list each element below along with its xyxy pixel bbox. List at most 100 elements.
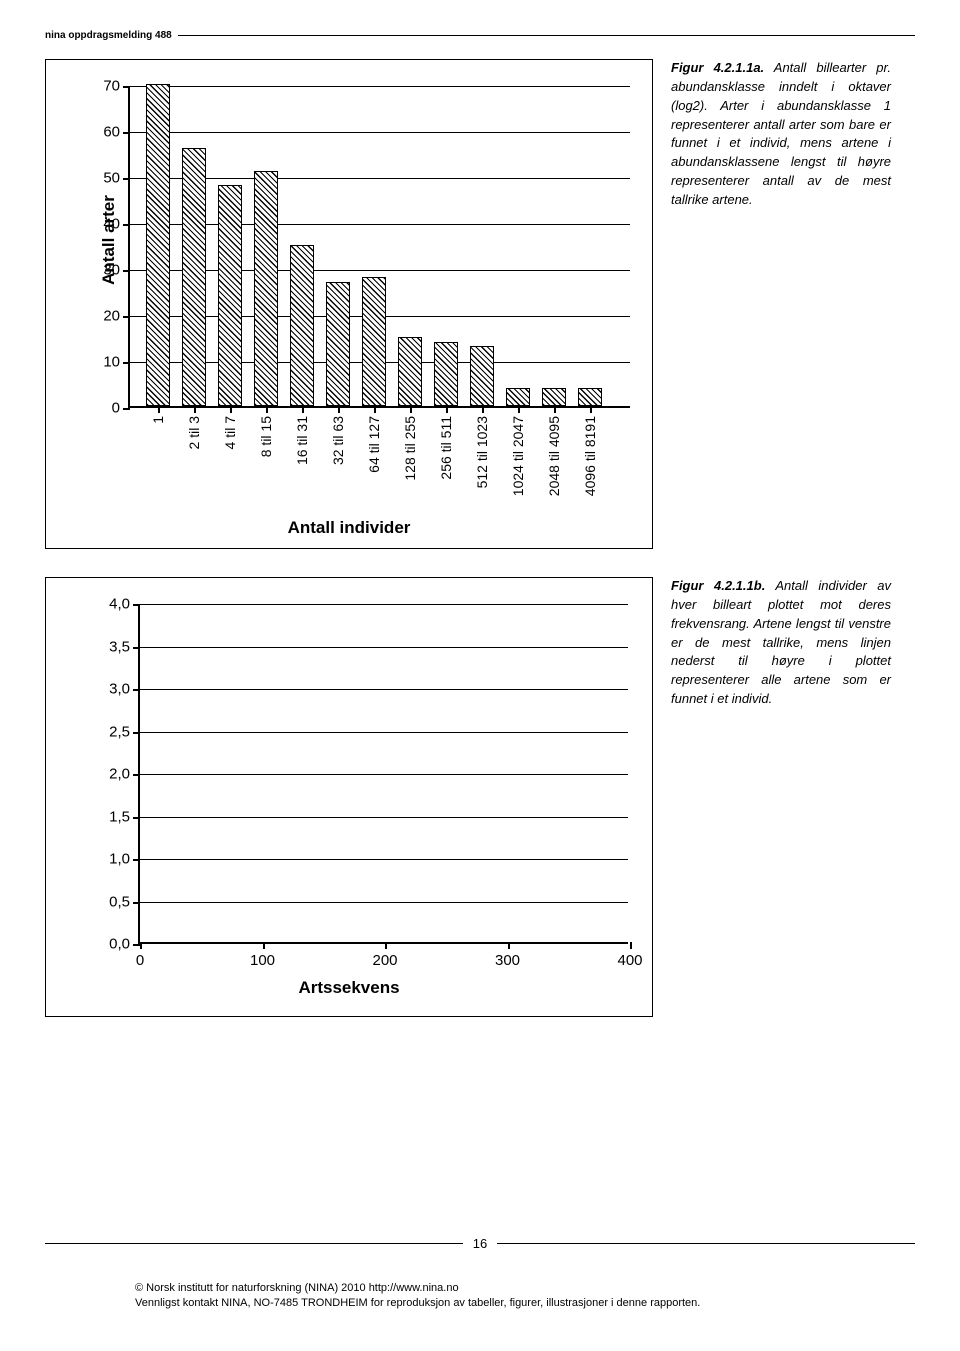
- grid-line: [130, 132, 630, 133]
- x-tick: [482, 406, 484, 413]
- x-tick-label: 64 til 127: [366, 416, 382, 473]
- figure-b-row: Antall individer (log 10) 0,00,51,01,52,…: [45, 577, 915, 1017]
- y-tick: [123, 362, 130, 364]
- grid-line: [140, 859, 628, 860]
- y-tick: [133, 902, 140, 904]
- y-tick: [123, 224, 130, 226]
- figure-b-chart: Antall individer (log 10) 0,00,51,01,52,…: [45, 577, 653, 1017]
- y-tick: [133, 604, 140, 606]
- figure-a-caption: Figur 4.2.1.1a. Antall billearter pr. ab…: [671, 59, 891, 210]
- x-tick: [508, 942, 510, 949]
- footer-line-1: © Norsk institutt for naturforskning (NI…: [135, 1281, 915, 1296]
- x-tick-label: 2 til 3: [186, 416, 202, 449]
- y-tick: [133, 817, 140, 819]
- x-tick: [446, 406, 448, 413]
- y-tick-label: 60: [103, 124, 120, 141]
- y-tick: [123, 408, 130, 410]
- fig-b-xaxis-title: Artssekvens: [46, 978, 652, 998]
- y-tick-label: 40: [103, 216, 120, 233]
- grid-line: [140, 647, 628, 648]
- footer-line-2: Vennligst kontakt NINA, NO-7485 TRONDHEI…: [135, 1296, 915, 1311]
- x-tick-label: 16 til 31: [294, 416, 310, 465]
- bar: [146, 84, 170, 406]
- y-tick: [123, 86, 130, 88]
- x-tick-label: 8 til 15: [258, 416, 274, 457]
- y-tick: [133, 859, 140, 861]
- grid-line: [140, 604, 628, 605]
- footer-text: © Norsk institutt for naturforskning (NI…: [135, 1281, 915, 1312]
- x-tick-label: 200: [372, 952, 397, 969]
- y-tick-label: 70: [103, 78, 120, 95]
- y-tick: [133, 944, 140, 946]
- page-number: 16: [463, 1236, 497, 1251]
- header-rule: [178, 35, 915, 36]
- bar: [290, 245, 314, 406]
- fig-a-caption-label: Figur 4.2.1.1a.: [671, 60, 764, 75]
- bar: [218, 185, 242, 406]
- x-tick-label: 0: [136, 952, 144, 969]
- y-tick-label: 0: [112, 400, 120, 417]
- bar: [398, 337, 422, 406]
- figure-b-caption: Figur 4.2.1.1b. Antall individer av hver…: [671, 577, 891, 709]
- grid-line: [140, 817, 628, 818]
- figure-a-row: Antall arter 01020304050607012 til 34 ti…: [45, 59, 915, 549]
- y-tick-label: 50: [103, 170, 120, 187]
- grid-line: [140, 774, 628, 775]
- y-tick: [133, 774, 140, 776]
- fig-a-plot-area: 01020304050607012 til 34 til 78 til 1516…: [128, 86, 630, 408]
- y-tick-label: 30: [103, 262, 120, 279]
- x-tick: [518, 406, 520, 413]
- x-tick: [630, 942, 632, 949]
- y-tick: [133, 732, 140, 734]
- grid-line: [140, 902, 628, 903]
- y-tick-label: 3,5: [109, 638, 130, 655]
- x-tick-label: 100: [250, 952, 275, 969]
- x-tick: [410, 406, 412, 413]
- page-header: nina oppdragsmelding 488: [45, 30, 915, 41]
- fig-b-caption-label: Figur 4.2.1.1b.: [671, 578, 765, 593]
- bar: [578, 388, 602, 406]
- y-tick-label: 20: [103, 308, 120, 325]
- y-tick: [123, 316, 130, 318]
- y-tick-label: 3,0: [109, 681, 130, 698]
- grid-line: [140, 689, 628, 690]
- fig-b-plot-area: 0,00,51,01,52,02,53,03,54,00100200300400: [138, 604, 628, 944]
- bar: [362, 277, 386, 406]
- x-tick: [302, 406, 304, 413]
- x-tick-label: 1: [150, 416, 166, 424]
- y-tick: [133, 647, 140, 649]
- y-tick: [123, 270, 130, 272]
- y-tick-label: 4,0: [109, 596, 130, 613]
- bar: [182, 148, 206, 406]
- x-tick: [338, 406, 340, 413]
- y-tick-label: 0,5: [109, 893, 130, 910]
- y-tick: [123, 178, 130, 180]
- header-text: nina oppdragsmelding 488: [45, 30, 172, 41]
- bar: [470, 346, 494, 406]
- x-tick-label: 400: [617, 952, 642, 969]
- bar: [506, 388, 530, 406]
- x-tick: [590, 406, 592, 413]
- y-tick-label: 1,5: [109, 808, 130, 825]
- fig-a-caption-text: Antall billearter pr. abundansklasse inn…: [671, 60, 891, 207]
- fig-b-caption-text: Antall individer av hver billeart plotte…: [671, 578, 891, 706]
- bar: [326, 282, 350, 406]
- x-tick: [263, 942, 265, 949]
- x-tick-label: 4 til 7: [222, 416, 238, 449]
- x-tick: [140, 942, 142, 949]
- x-tick-label: 32 til 63: [330, 416, 346, 465]
- x-tick-label: 2048 til 4095: [546, 416, 562, 496]
- x-tick: [266, 406, 268, 413]
- y-tick-label: 10: [103, 354, 120, 371]
- fig-a-xaxis-title: Antall individer: [46, 518, 652, 538]
- grid-line: [140, 732, 628, 733]
- x-tick: [158, 406, 160, 413]
- x-tick-label: 4096 til 8191: [582, 416, 598, 496]
- footer-rule: 16: [45, 1236, 915, 1251]
- y-tick: [133, 689, 140, 691]
- footer-rule-left: [45, 1243, 463, 1244]
- x-tick-label: 512 til 1023: [474, 416, 490, 488]
- bar: [542, 388, 566, 406]
- x-tick: [554, 406, 556, 413]
- footer-rule-right: [497, 1243, 915, 1244]
